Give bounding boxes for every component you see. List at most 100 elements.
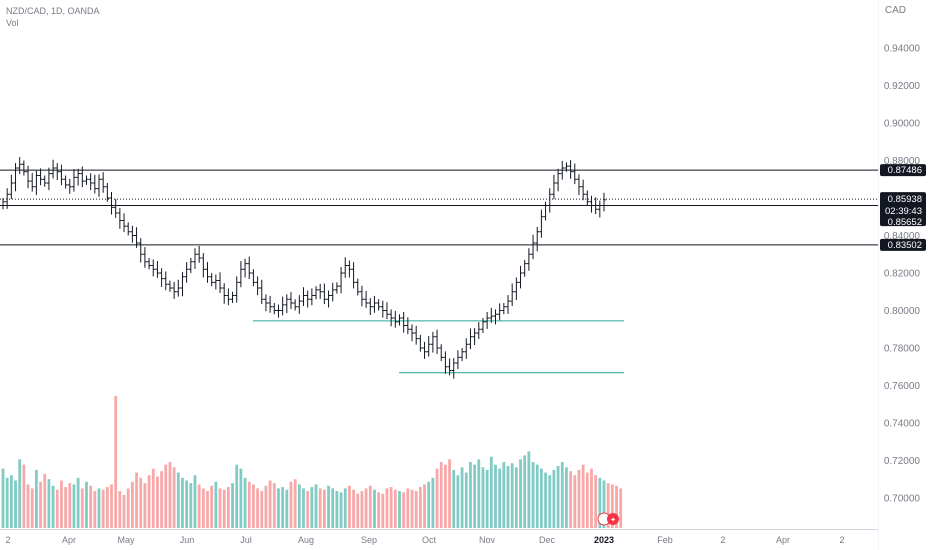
symbol-line[interactable]: NZD/CAD, 1D, OANDA [6,6,100,16]
volume-bar [385,488,389,528]
volume-bar [452,469,456,528]
level-tag-label: 0.83502 [888,240,922,251]
volume-bar [18,459,22,528]
volume-bar [581,464,585,528]
volume-bar [573,475,577,528]
volume-label[interactable]: Vol [6,18,19,28]
volume-bar [352,489,355,528]
volume-bar [398,491,401,528]
volume-bar [469,462,472,528]
flag-event-icon[interactable] [607,513,619,525]
volume-bar [118,491,122,528]
volume-bar [168,462,172,528]
volume-bar [435,468,439,528]
volume-bar [206,491,209,528]
flag-icon-glyph: ✦ [610,516,616,524]
volume-bar [602,480,606,528]
volume-bar [39,481,42,528]
volume-bar [356,493,360,528]
volume-bar [565,467,568,528]
level-tag-label: 0.87486 [888,165,922,176]
y-tick-label: 0.70000 [884,494,921,505]
volume-bar [406,488,410,528]
y-tick-label: 0.74000 [884,419,921,430]
ohlc-bars [1,157,606,379]
volume-bar [139,477,143,528]
price-tag-block-bg [880,192,926,227]
volume-bar [506,465,510,528]
volume-bar [410,489,414,528]
volume-bar [247,481,251,528]
x-tick-label: Jun [180,535,195,545]
price-axis[interactable]: CAD0.940000.920000.900000.880000.860000.… [884,5,921,505]
volume-bar [590,468,593,528]
volume-bar [193,475,197,528]
volume-bar [481,467,485,528]
volume-bar [297,484,301,528]
x-tick-label: 2 [720,535,725,545]
y-tick-label: 0.78000 [884,344,921,355]
volume-bar [548,475,552,528]
volume-bar [393,489,397,528]
x-tick-label: Oct [422,535,437,545]
volume-bar [477,459,481,528]
volume-bar [485,469,489,528]
volume-bar [364,488,368,528]
volume-bar [76,477,80,528]
volume-bar [231,483,234,528]
volume-bar [164,464,168,528]
volume-bar [594,475,598,528]
time-axis[interactable]: 2 Apr May Jun Jul Aug Sep Oct Nov Dec 2023 Feb 2 Apr 2 [5,535,844,545]
volume-bar [439,462,443,528]
volume-bar [26,484,30,528]
event-icons[interactable]: ✦ [597,512,619,526]
y-tick-label: 0.82000 [884,269,921,280]
volume-bar [143,483,147,528]
volume-bar [197,484,201,528]
volume-bar [423,484,426,528]
volume-bar [55,489,59,528]
volume-bar [498,468,502,528]
x-tick-label: Jul [240,535,252,545]
volume-bar [464,472,468,528]
volume-bar [460,467,464,528]
volume-bar [14,480,17,528]
x-tick-label: Feb [657,535,673,545]
y-tick-label: 0.84000 [884,231,921,242]
volume-bar [5,477,9,528]
volume-bar [256,488,259,528]
volume-bar [514,467,518,528]
volume-bar [72,484,76,528]
volume-bar [569,471,573,528]
volume-bar [531,462,535,528]
volume-bar [235,464,239,528]
volume-bar [30,488,34,528]
volume-bar [560,462,564,528]
support-lines [253,320,624,374]
volume-bar [348,485,351,528]
volume-bar [105,487,109,528]
x-tick-label: 2 [839,535,844,545]
volume-bar [176,472,180,528]
volume-bar [160,471,163,528]
y-tick-label: 0.92000 [884,81,921,92]
volume-bar [619,488,623,528]
volume-bar [510,463,514,528]
x-tick-label: Apr [62,535,76,545]
y-tick-label: 0.80000 [884,306,921,317]
volume-bar [89,485,93,528]
volume-bar [185,480,189,528]
volume-bar [172,467,176,528]
volume-bar [243,477,247,528]
volume-bar [281,487,285,528]
horizontal-levels [0,169,878,246]
volume-bar [122,495,126,528]
volume-bar [85,481,88,528]
price-tag-price: 0.85938 [888,194,922,205]
volume-bar [60,480,63,528]
volume-bar [260,491,264,528]
volume-bar [389,487,393,528]
volume-bar [494,464,497,528]
